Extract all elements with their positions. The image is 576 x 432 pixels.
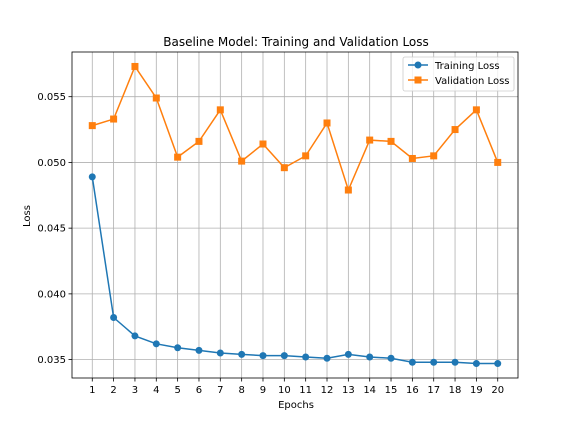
data-point-training-loss <box>408 358 416 366</box>
data-point-validation-loss <box>408 154 416 162</box>
x-tick-label: 8 <box>238 385 244 396</box>
data-point-training-loss <box>88 173 96 181</box>
series-line-validation-loss <box>92 64 499 193</box>
data-point-training-loss <box>131 332 139 340</box>
data-point-validation-loss <box>259 140 267 148</box>
x-tick-label: 10 <box>278 385 291 396</box>
data-point-validation-loss <box>88 122 96 130</box>
data-point-validation-loss <box>195 137 203 145</box>
data-point-training-loss <box>494 360 502 368</box>
y-tick-label: 0.035 <box>37 355 66 366</box>
data-point-validation-loss <box>366 136 374 144</box>
series-layer <box>88 62 502 368</box>
x-tick-label: 13 <box>342 385 355 396</box>
data-point-validation-loss <box>323 119 331 127</box>
data-point-training-loss <box>174 344 182 352</box>
data-point-training-loss <box>280 352 288 360</box>
data-point-validation-loss <box>472 106 480 114</box>
x-tick-label: 4 <box>153 385 159 396</box>
data-point-validation-loss <box>430 152 438 160</box>
data-point-training-loss <box>472 360 480 368</box>
x-tick-label: 7 <box>217 385 223 396</box>
data-point-training-loss <box>195 346 203 354</box>
data-point-training-loss <box>387 354 395 362</box>
x-tick-label: 18 <box>449 385 462 396</box>
x-tick-label: 6 <box>196 385 202 396</box>
data-point-validation-loss <box>302 152 310 160</box>
x-tick-label: 20 <box>491 385 504 396</box>
chart-title: Baseline Model: Training and Validation … <box>163 35 429 49</box>
x-tick-label: 11 <box>299 385 312 396</box>
x-tick-label: 9 <box>260 385 266 396</box>
ticks: 1 2 3 4 5 6 7 8 9 10 11 12 13 14 15 16 17 18 19 200.0350.04… <box>37 92 504 396</box>
data-point-validation-loss <box>131 62 139 70</box>
legend-marker-training-loss <box>414 61 422 69</box>
data-point-training-loss <box>344 350 352 358</box>
grid <box>72 52 518 378</box>
data-point-validation-loss <box>110 115 118 123</box>
y-axis-label: Loss <box>22 205 33 227</box>
data-point-validation-loss <box>344 186 352 194</box>
x-tick-label: 14 <box>363 385 376 396</box>
data-point-training-loss <box>110 314 118 322</box>
data-point-training-loss <box>152 340 160 348</box>
x-tick-label: 1 <box>89 385 95 396</box>
data-point-training-loss <box>366 353 374 361</box>
data-point-training-loss <box>238 350 246 358</box>
data-point-validation-loss <box>280 164 288 172</box>
plot-frame <box>71 51 519 379</box>
series-line-training-loss <box>91 176 498 365</box>
x-tick-label: 15 <box>385 385 398 396</box>
data-point-training-loss <box>323 354 331 362</box>
data-point-training-loss <box>216 349 224 357</box>
data-point-validation-loss <box>451 126 459 134</box>
data-point-validation-loss <box>387 137 395 145</box>
data-point-training-loss <box>259 352 267 360</box>
x-axis-label: Epochs <box>278 400 314 411</box>
data-point-training-loss <box>451 358 459 366</box>
y-tick-label: 0.045 <box>37 224 66 235</box>
x-tick-label: 17 <box>427 385 440 396</box>
y-tick-label: 0.050 <box>37 158 66 169</box>
y-tick-label: 0.040 <box>37 289 66 300</box>
legend-label-validation-loss: Validation Loss <box>435 76 510 87</box>
x-tick-label: 5 <box>174 385 180 396</box>
data-point-validation-loss <box>494 158 502 166</box>
x-tick-label: 16 <box>406 385 419 396</box>
data-point-validation-loss <box>152 94 160 102</box>
y-tick-label: 0.055 <box>37 92 66 103</box>
data-point-training-loss <box>302 353 310 361</box>
x-tick-label: 3 <box>132 385 138 396</box>
data-point-validation-loss <box>238 157 246 165</box>
x-tick-label: 19 <box>470 385 483 396</box>
legend-label-training-loss: Training Loss <box>434 61 500 72</box>
legend-marker-validation-loss <box>414 76 422 84</box>
data-point-training-loss <box>430 358 438 366</box>
data-point-validation-loss <box>174 153 182 161</box>
data-point-validation-loss <box>216 106 224 114</box>
legend-box <box>402 56 515 92</box>
x-tick-label: 2 <box>110 385 116 396</box>
x-tick-label: 12 <box>321 385 334 396</box>
legend: Training Loss Validation Loss <box>402 56 515 92</box>
